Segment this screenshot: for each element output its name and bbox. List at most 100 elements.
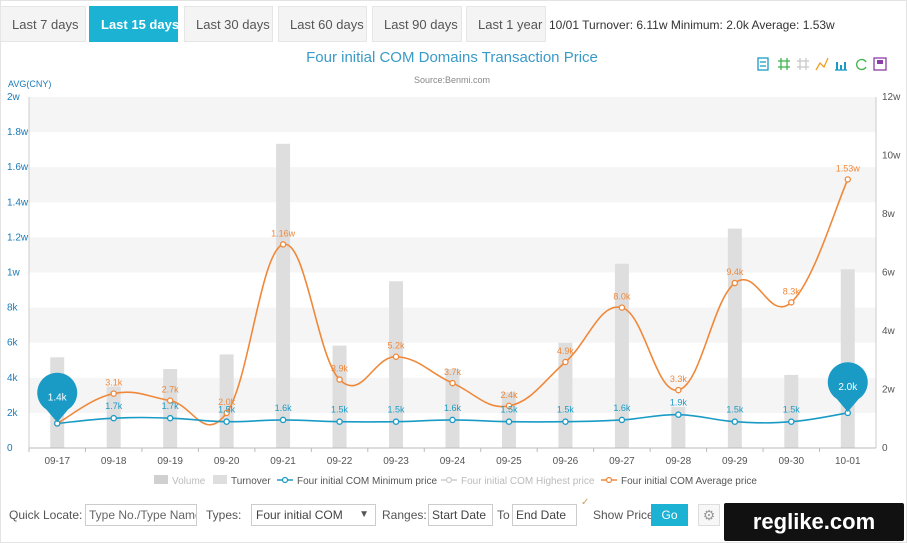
average-price-point xyxy=(279,241,287,248)
minimum-price-point xyxy=(392,418,400,425)
average-price-label: 2.4k xyxy=(500,390,518,400)
turnover-bar xyxy=(163,369,178,448)
type-search-input[interactable]: Type No./Type Name xyxy=(85,504,197,526)
start-date-input[interactable]: Start Date xyxy=(428,504,493,526)
minimum-price-point xyxy=(675,411,682,418)
tab-last-60-days[interactable]: Last 60 days xyxy=(278,6,367,42)
zoom-reset-icon xyxy=(797,58,809,70)
minimum-price-label: 1.5k xyxy=(218,405,236,415)
x-tick-label: 09-20 xyxy=(214,456,240,467)
chart-axes: 0 2k 4k 6k 8k 1w 1.2w 1.4w 1.6w 1.8w 2w 0 2w 4w 6w 8w 10… xyxy=(7,92,901,467)
legend-label: Four initial COM Highest price xyxy=(461,476,595,487)
average-price-label: 4.9k xyxy=(557,346,575,356)
x-tick-label: 09-23 xyxy=(383,456,409,467)
legend-label: Volume xyxy=(172,476,206,487)
average-price-point xyxy=(505,402,513,410)
ranges-label: Ranges: xyxy=(382,508,427,522)
minimum-price-point xyxy=(788,418,795,425)
y-tick-label-left: 2w xyxy=(7,92,21,103)
go-button[interactable]: Go xyxy=(651,504,688,526)
tab-last-7-days[interactable]: Last 7 days xyxy=(0,6,86,42)
tab-last-15-days[interactable]: Last 15 days xyxy=(89,6,179,42)
chart-title: Four initial COM Domains Transaction Pri… xyxy=(306,49,598,66)
turnover-bar xyxy=(558,342,573,448)
x-tick-label: 09-30 xyxy=(779,456,805,467)
minimum-price-label: 1.6k xyxy=(613,403,631,413)
minimum-price-point xyxy=(336,418,343,425)
legend-swatch xyxy=(213,475,227,484)
turnover-bar xyxy=(784,374,799,448)
to-label: To xyxy=(497,508,510,522)
save-image-icon xyxy=(873,57,887,71)
end-date-input[interactable]: End Date xyxy=(512,504,577,526)
checkmark-icon: ✓ xyxy=(581,497,590,508)
zoom-icon-shape xyxy=(778,58,790,70)
x-tick-label: 09-21 xyxy=(270,456,296,467)
data-view-icon-frame xyxy=(757,57,769,71)
zoom-icon xyxy=(778,58,790,70)
value-pins: 1.4k 2.0k xyxy=(37,362,868,423)
legend-marker xyxy=(281,476,289,484)
chart-bands xyxy=(29,97,876,413)
average-price-point xyxy=(731,279,739,287)
minimum-price-point xyxy=(731,418,739,425)
turnover-summary: 10/01 Turnover: 6.11w Minimum: 2.0k Aver… xyxy=(549,18,835,32)
average-price-label: 2.7k xyxy=(162,385,180,395)
average-price-label: 3.3k xyxy=(670,374,688,384)
y-tick-label-left: 1.8w xyxy=(7,127,29,138)
y-tick-label-left: 1.6w xyxy=(7,162,29,173)
minimum-price-point xyxy=(618,416,626,424)
y-tick-label-left: 1.2w xyxy=(7,232,29,243)
turnover-bar xyxy=(219,354,234,448)
types-select[interactable]: Four initial COM ▼ xyxy=(251,504,376,526)
average-price-point xyxy=(449,379,456,387)
y-tick-label-right: 6w xyxy=(882,268,896,279)
value-pin-marker xyxy=(827,362,868,412)
minimum-price-label: 1.7k xyxy=(105,401,123,411)
data-labels: 3.1k 2.7k 2.0k 1.16w 3.9k 5.2k 3.7k 2.4k 4.9k 8.0… xyxy=(105,163,860,414)
x-tick-label: 09-25 xyxy=(496,456,522,467)
types-select-value: Four initial COM xyxy=(256,508,343,522)
watermark-logo: reglike.com xyxy=(724,503,904,541)
tab-last-1-year[interactable]: Last 1 year xyxy=(466,6,546,42)
zoom-icon-shape xyxy=(797,58,809,70)
average-price-point xyxy=(166,397,174,404)
average-price-label: 3.9k xyxy=(331,364,349,374)
average-price-label: 8.0k xyxy=(613,292,631,302)
minimum-price-point xyxy=(505,418,513,425)
y-axis-label: AVG(CNY) xyxy=(8,79,51,89)
minimum-price-label: 1.5k xyxy=(331,405,349,415)
average-price-label: 8.3k xyxy=(783,286,801,296)
turnover-bar xyxy=(389,281,404,448)
minimum-price-point xyxy=(562,418,569,425)
average-price-point xyxy=(110,390,117,397)
x-tick-label: 09-24 xyxy=(440,456,466,467)
y-tick-label-left: 6k xyxy=(7,338,19,349)
line-chart-icon xyxy=(815,57,829,71)
bar-chart-icon-bar xyxy=(836,62,838,70)
average-price-point xyxy=(844,176,852,183)
minimum-price-point xyxy=(223,418,230,425)
price-chart: 0 2k 4k 6k 8k 1w 1.2w 1.4w 1.6w 1.8w 2w 0 2w 4w 6w 8w 10… xyxy=(7,49,901,487)
tab-last-90-days[interactable]: Last 90 days xyxy=(372,6,462,42)
legend-swatch xyxy=(154,475,168,484)
legend-label: Turnover xyxy=(231,476,271,487)
x-tick-label: 10-01 xyxy=(835,456,861,467)
x-tick-label: 09-18 xyxy=(101,456,127,467)
legend-label: Four initial COM Average price xyxy=(621,476,757,487)
average-price-point xyxy=(336,376,343,383)
turnover-bar xyxy=(332,345,347,448)
turnover-bar xyxy=(445,369,460,448)
y-tick-label-left: 8k xyxy=(7,303,19,314)
x-tick-label: 09-28 xyxy=(666,456,692,467)
minimum-price-label: 1.5k xyxy=(557,405,575,415)
average-price-label: 1.16w xyxy=(271,228,296,238)
tab-last-30-days[interactable]: Last 30 days xyxy=(184,6,273,42)
minimum-price-point xyxy=(110,414,117,422)
restore-icon xyxy=(856,58,867,71)
grid-band xyxy=(29,307,876,343)
gear-icon[interactable]: ⚙ xyxy=(698,504,720,526)
average-price-label: 3.1k xyxy=(105,378,123,388)
average-price-point xyxy=(223,409,230,417)
price-lines xyxy=(53,176,852,427)
